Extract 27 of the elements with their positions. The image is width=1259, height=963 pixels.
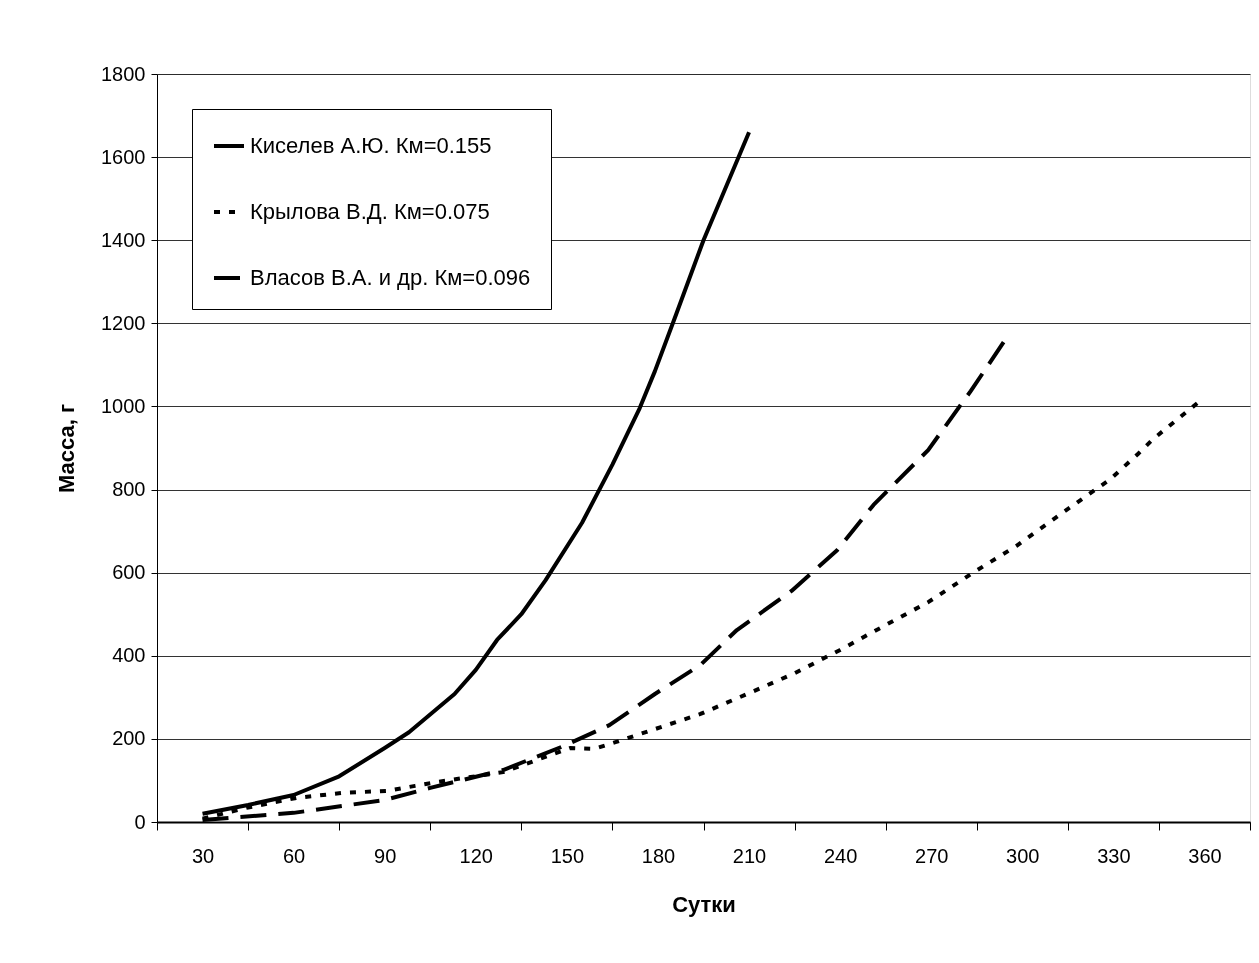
x-tick-label: 210 bbox=[732, 844, 767, 867]
x-tick-label: 180 bbox=[641, 844, 676, 867]
y-tick-label: 800 bbox=[112, 478, 146, 501]
x-tick-label: 90 bbox=[374, 844, 397, 867]
x-tick-label: 300 bbox=[1006, 844, 1040, 867]
y-tick-label: 1400 bbox=[101, 228, 146, 251]
x-tick-label: 120 bbox=[459, 844, 493, 867]
y-tick-label: 200 bbox=[112, 727, 146, 750]
x-tick-label: 330 bbox=[1097, 844, 1131, 867]
y-tick-label: 1800 bbox=[101, 62, 146, 85]
x-tick-label: 270 bbox=[915, 844, 949, 867]
x-tick-label: 30 bbox=[191, 844, 215, 867]
y-tick-label: 1600 bbox=[101, 145, 146, 168]
x-tick-label: 360 bbox=[1188, 844, 1222, 867]
x-tick-label: 150 bbox=[550, 844, 585, 867]
y-tick-label: 1200 bbox=[101, 311, 146, 334]
y-tick-label: 1000 bbox=[101, 394, 146, 417]
y-tick-label: 400 bbox=[112, 644, 146, 667]
x-tick-label: 240 bbox=[823, 844, 858, 867]
legend-label: Крылова В.Д. Км=0.075 bbox=[250, 199, 490, 224]
y-tick-label: 0 bbox=[134, 810, 146, 833]
x-tick-label: 60 bbox=[283, 844, 306, 867]
x-axis-title: Сутки bbox=[672, 891, 736, 917]
legend-label: Киселев А.Ю. Км=0.155 bbox=[250, 133, 492, 158]
legend-label: Власов В.А. и др. Км=0.096 bbox=[250, 265, 531, 290]
y-axis-title: Масса, г bbox=[54, 403, 80, 494]
y-tick-label: 600 bbox=[112, 561, 146, 584]
